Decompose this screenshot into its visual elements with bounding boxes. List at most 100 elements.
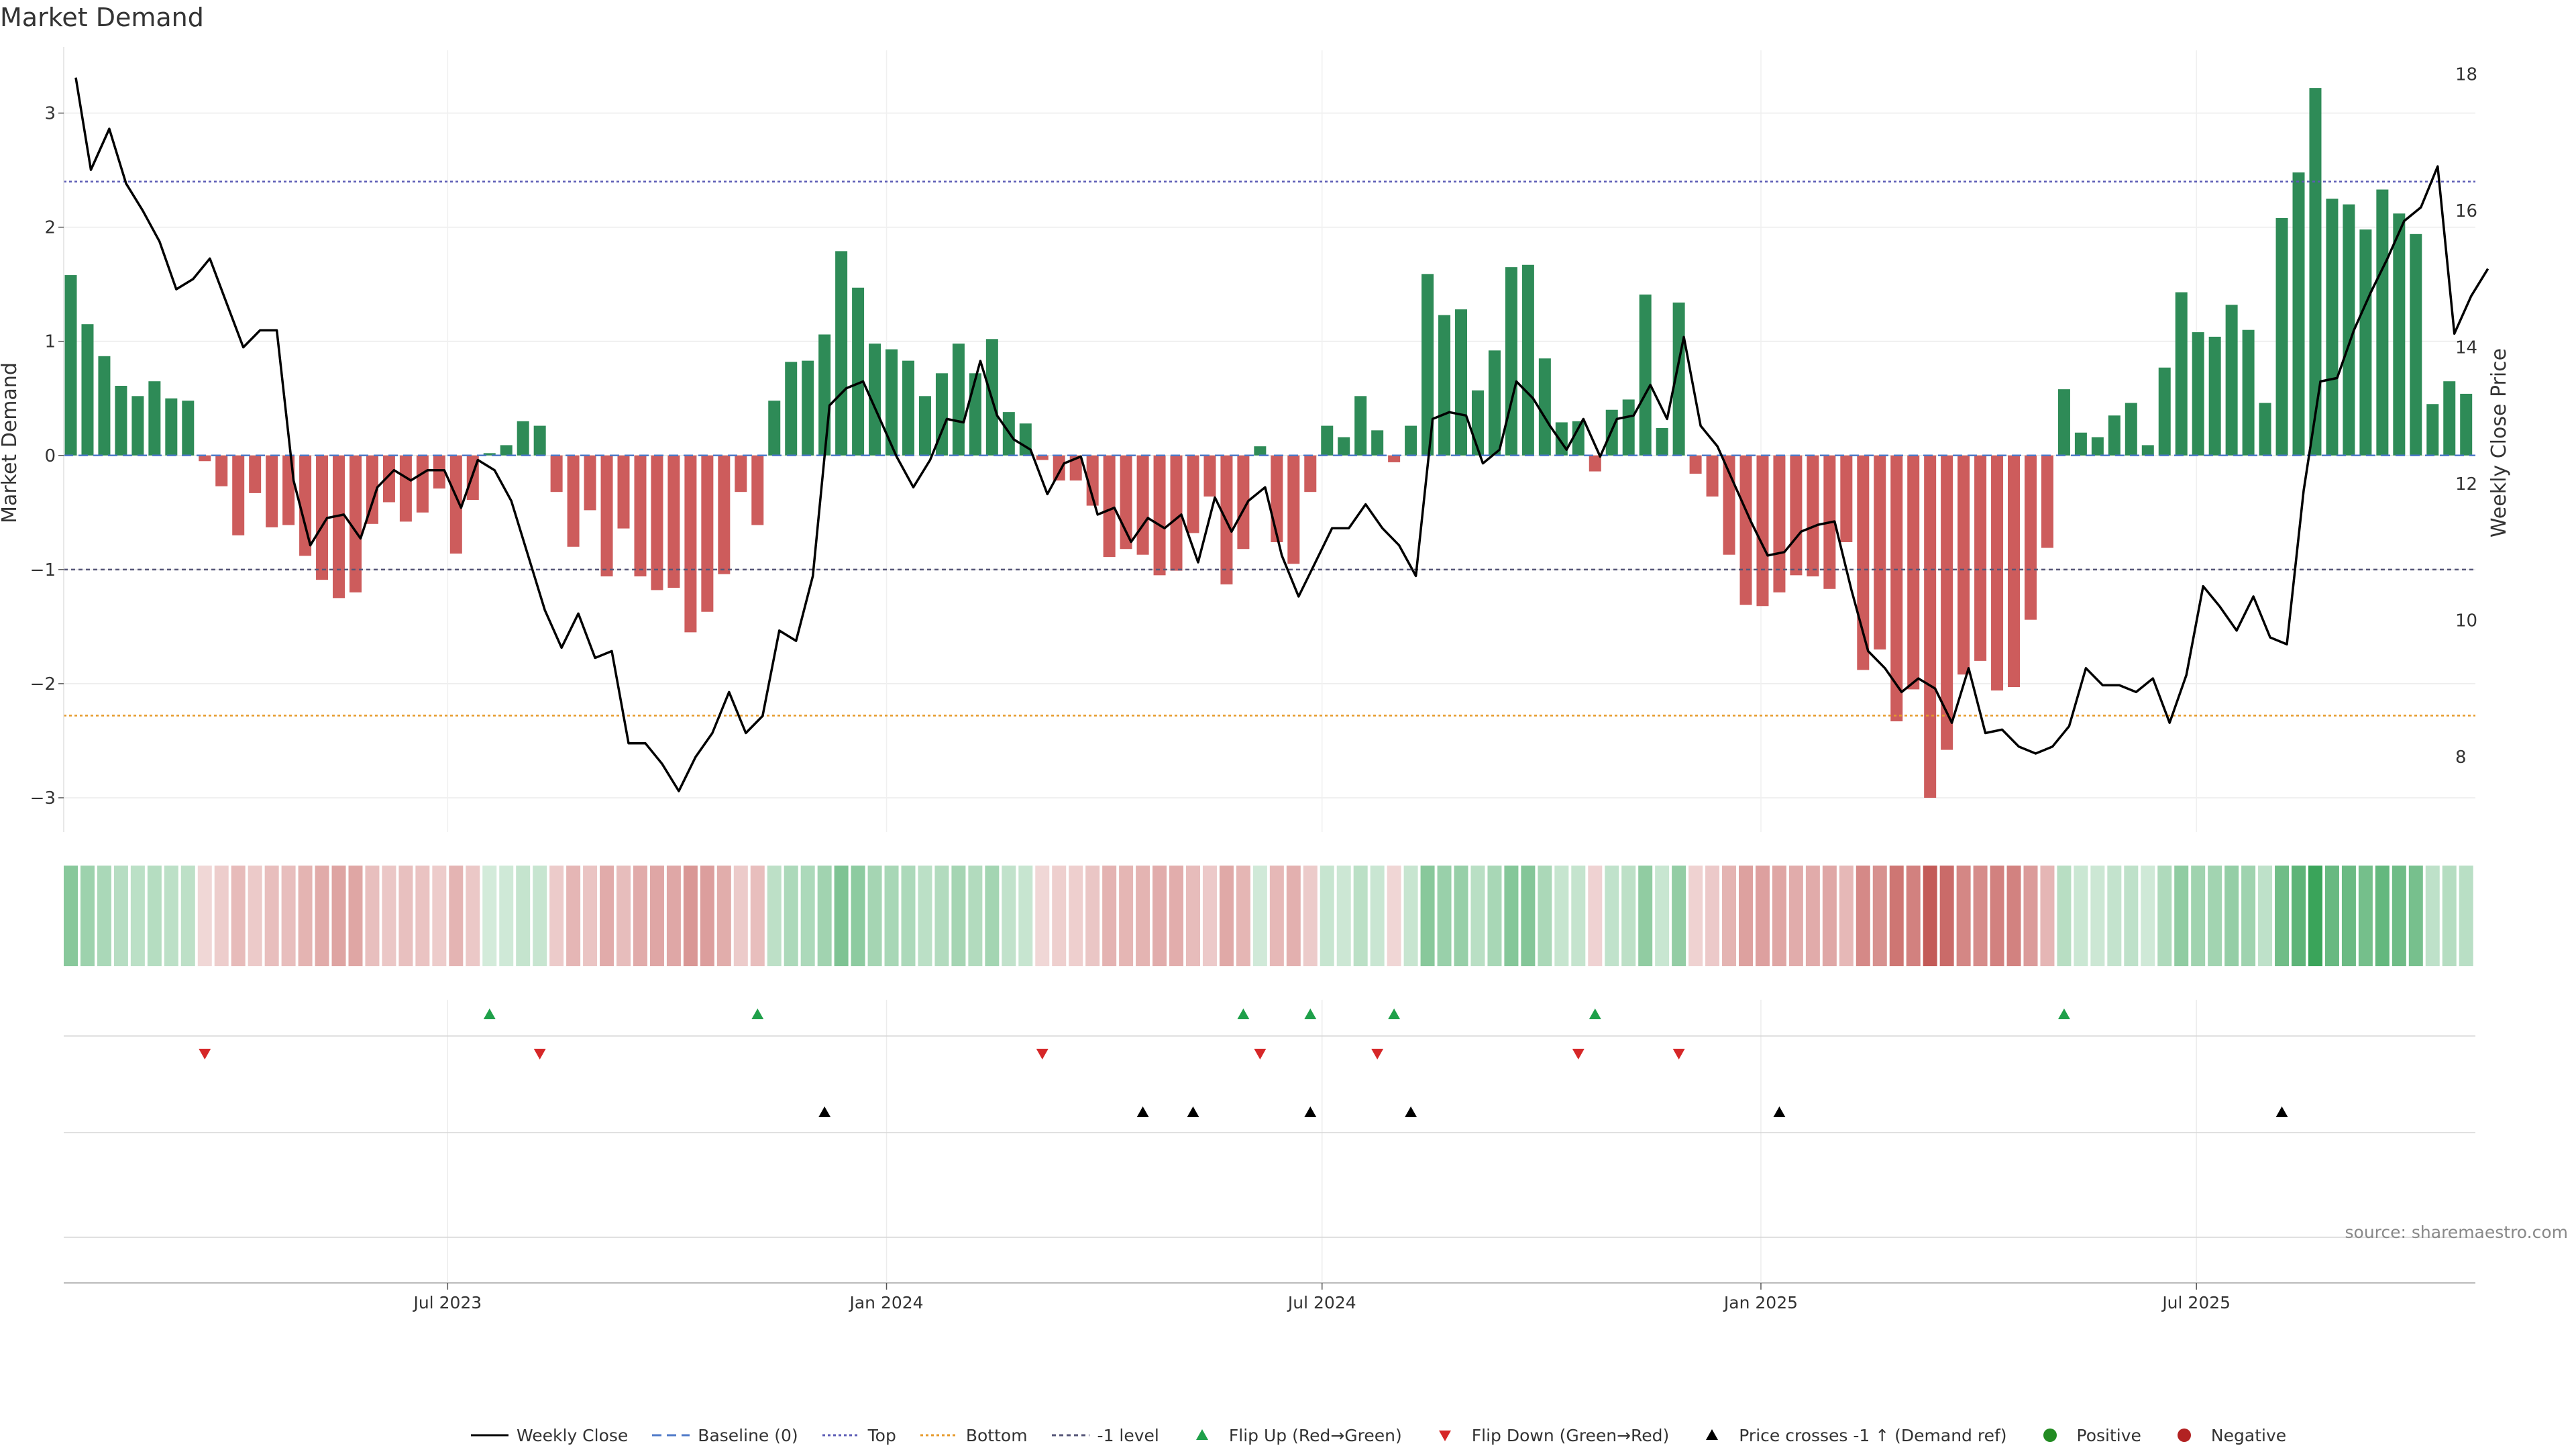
demand-bar: [1271, 455, 1283, 543]
demand-bars: [64, 88, 2473, 798]
demand-bar: [1974, 455, 1987, 661]
demand-bar: [1187, 455, 1199, 533]
heat-cell: [1018, 866, 1033, 966]
heat-cell: [2275, 866, 2290, 966]
heat-cell: [348, 866, 363, 966]
flip-down-marker: [1036, 1049, 1049, 1059]
demand-bar: [449, 455, 462, 554]
heat-cell: [1269, 866, 1284, 966]
y-tick-label-right: 18: [2455, 65, 2477, 85]
demand-bar: [249, 455, 262, 493]
heat-cell: [1571, 866, 1586, 966]
demand-bar: [1053, 455, 1065, 481]
heat-cell: [1990, 866, 2004, 966]
demand-bar: [1405, 425, 1417, 456]
demand-bar: [2008, 455, 2021, 688]
heat-cell: [2324, 866, 2339, 966]
heat-cell: [2224, 866, 2239, 966]
heat-cell: [834, 866, 849, 966]
demand-bar: [382, 455, 395, 503]
demand-bar: [1069, 455, 1082, 481]
y-axis-label-left: Market Demand: [0, 362, 21, 523]
demand-bar: [785, 362, 798, 456]
demand-bar: [1505, 267, 1517, 456]
dashed-line-icon: [652, 1434, 690, 1437]
demand-bar: [952, 344, 965, 456]
heat-cell: [466, 866, 480, 966]
demand-bar: [852, 287, 865, 456]
heat-cell: [1219, 866, 1234, 966]
demand-bar: [2393, 213, 2406, 456]
heat-cell: [566, 866, 581, 966]
dotted-line-icon: [920, 1434, 958, 1437]
demand-bar: [416, 455, 429, 513]
heat-cell: [113, 866, 128, 966]
heat-cell: [432, 866, 447, 966]
demand-bar: [533, 425, 546, 456]
y-tick-label-right: 14: [2455, 338, 2477, 358]
legend-label: Baseline (0): [698, 1425, 798, 1445]
heat-cell: [1336, 866, 1351, 966]
x-tick-label: Jul 2024: [1287, 1293, 1356, 1312]
demand-bar: [1807, 455, 1819, 577]
demand-bar: [818, 334, 831, 456]
heat-cell: [1923, 866, 1937, 966]
demand-bar: [1321, 425, 1334, 456]
heat-cell: [583, 866, 598, 966]
heat-cell: [1638, 866, 1653, 966]
demand-bar: [1488, 350, 1501, 456]
heat-cell: [415, 866, 430, 966]
heat-cell: [1621, 866, 1636, 966]
demand-bar: [1421, 274, 1434, 456]
flip-up-marker: [2057, 1008, 2070, 1019]
demand-bar: [735, 455, 747, 492]
heat-cell: [1504, 866, 1519, 966]
legend-minus-one: -1 level: [1051, 1425, 1159, 1445]
legend-label: Top: [867, 1425, 896, 1445]
demand-bar: [1438, 315, 1451, 456]
demand-bar: [2376, 189, 2389, 456]
heat-cell: [1939, 866, 1954, 966]
heat-cell: [1353, 866, 1368, 966]
heat-cell: [449, 866, 464, 966]
heat-cell: [1286, 866, 1301, 966]
demand-bar: [918, 396, 931, 456]
demand-bar: [333, 455, 345, 599]
demand-bar: [2242, 329, 2255, 456]
heat-cell: [1119, 866, 1134, 966]
heat-cell: [2341, 866, 2356, 966]
heat-cell: [1688, 866, 1703, 966]
demand-bar: [1589, 455, 1601, 472]
demand-bar: [2158, 367, 2171, 456]
heat-cell: [649, 866, 664, 966]
demand-bar: [1304, 455, 1317, 492]
flip-down-marker: [1672, 1049, 1685, 1059]
heat-cell: [2358, 866, 2373, 966]
heat-cell: [2459, 866, 2473, 966]
price-cross-marker: [1187, 1106, 1199, 1117]
demand-bar: [2208, 336, 2221, 456]
heat-cell: [1722, 866, 1737, 966]
demand-bar: [600, 455, 613, 577]
heat-cell: [951, 866, 966, 966]
heat-cell: [1956, 866, 1971, 966]
demand-bar: [131, 396, 144, 456]
demand-bar: [148, 381, 161, 456]
demand-bar: [768, 401, 781, 456]
heat-cell: [1403, 866, 1418, 966]
heat-cell: [1805, 866, 1820, 966]
heat-cell: [600, 866, 614, 966]
heat-cell: [1705, 866, 1720, 966]
heat-cell: [1788, 866, 1803, 966]
heat-cell: [1588, 866, 1603, 966]
legend-bottom: Bottom: [919, 1425, 1028, 1445]
heat-cell: [968, 866, 983, 966]
heat-cell: [97, 866, 111, 966]
demand-bar: [1354, 396, 1367, 456]
demand-bar: [2057, 389, 2070, 456]
demand-bar: [2309, 88, 2322, 456]
x-tick-label: Jul 2023: [412, 1293, 482, 1312]
demand-bar: [2292, 172, 2305, 456]
demand-bar: [2275, 218, 2288, 456]
